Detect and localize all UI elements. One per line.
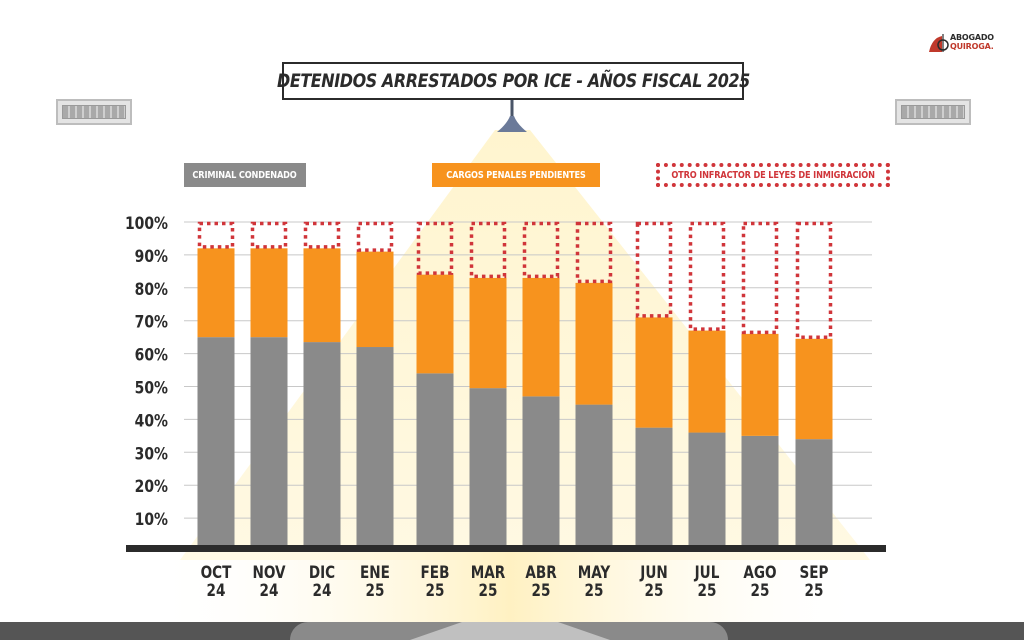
x-tick-label-year: 25 (585, 581, 604, 601)
x-tick-label-month: SEP (799, 563, 828, 583)
bar-criminal-condenado (575, 404, 613, 551)
x-tick-label-year: 25 (645, 581, 664, 601)
floor-glow (150, 550, 870, 622)
legend-otro-infractor: OTRO INFRACTOR DE LEYES DE INMIGRACIÓN (656, 163, 890, 187)
y-tick-label: 30% (135, 444, 169, 464)
chart-title-box: DETENIDOS ARRESTADOS POR ICE - AÑOS FISC… (277, 62, 750, 100)
logo-emblem-icon (929, 34, 949, 52)
x-tick-label-month: NOV (252, 563, 285, 583)
bar-cargos-pendientes (575, 282, 613, 405)
bar-criminal-condenado (635, 427, 673, 551)
x-tick-label-month: JUN (639, 563, 667, 583)
logo-text-line1: ABOGADO (950, 33, 994, 42)
y-tick-label: 10% (135, 510, 169, 530)
bar-otro-infractor (795, 221, 833, 340)
x-tick-label-month: FEB (421, 563, 450, 583)
bar-otro-infractor (197, 221, 235, 249)
bar-criminal-condenado (250, 337, 288, 551)
bar-criminal-condenado (416, 373, 454, 551)
bar-cargos-pendientes (522, 277, 560, 397)
wall-vent-right-icon (895, 99, 971, 125)
legend-label: OTRO INFRACTOR DE LEYES DE INMIGRACIÓN (671, 169, 875, 181)
legend-label: CRIMINAL CONDENADO (192, 169, 298, 181)
x-tick-label-year: 24 (207, 581, 226, 601)
floor-spotlight-cone (410, 622, 610, 640)
bar-cargos-pendientes (795, 338, 833, 440)
bar-cargos-pendientes (356, 251, 394, 348)
bar-otro-infractor (575, 221, 613, 284)
bar-otro-infractor (356, 221, 394, 252)
bar-cargos-pendientes (416, 274, 454, 374)
lamp-shade-icon (497, 116, 527, 132)
bar-cargos-pendientes (197, 248, 235, 338)
bar-criminal-condenado (469, 388, 507, 551)
x-tick-label-year: 24 (313, 581, 332, 601)
bar-criminal-condenado (303, 342, 341, 551)
x-axis-baseline (126, 545, 886, 552)
bar-cargos-pendientes (635, 317, 673, 428)
bar-otro-infractor (741, 221, 779, 335)
legend-label: CARGOS PENALES PENDIENTES (446, 169, 586, 181)
x-tick-label-year: 25 (751, 581, 770, 601)
x-tick-label-year: 25 (366, 581, 385, 601)
legend-criminal-condenado: CRIMINAL CONDENADO (184, 163, 306, 187)
x-tick-label-month: ABR (525, 563, 556, 583)
x-tick-label-month: MAR (471, 563, 506, 583)
y-tick-label: 70% (135, 312, 169, 332)
bar-otro-infractor (303, 221, 341, 249)
x-tick-label-month: OCT (201, 563, 232, 583)
x-tick-label-year: 25 (426, 581, 445, 601)
bar-cargos-pendientes (303, 248, 341, 343)
brand-logo: ABOGADO QUIROGA. (928, 32, 1018, 54)
x-tick-label-year: 25 (479, 581, 498, 601)
x-tick-label-year: 24 (260, 581, 279, 601)
bar-cargos-pendientes (688, 330, 726, 433)
bar-criminal-condenado (197, 337, 235, 551)
y-tick-label: 40% (135, 411, 169, 431)
x-tick-label-year: 25 (805, 581, 824, 601)
wall-vent-left-icon (56, 99, 132, 125)
bar-cargos-pendientes (469, 277, 507, 389)
x-tick-label-month: AGO (743, 563, 776, 583)
x-tick-label-year: 25 (698, 581, 717, 601)
x-tick-label-month: MAY (578, 563, 611, 583)
x-tick-label-month: ENE (360, 563, 390, 583)
bar-otro-infractor (250, 221, 288, 249)
legend-cargos-pendientes: CARGOS PENALES PENDIENTES (432, 163, 600, 187)
y-tick-label: 100% (125, 214, 168, 234)
bar-cargos-pendientes (741, 333, 779, 436)
x-tick-label-month: JUL (694, 563, 720, 583)
bar-criminal-condenado (356, 347, 394, 551)
x-tick-label-month: DIC (309, 563, 335, 583)
x-tick-label-year: 25 (532, 581, 551, 601)
bar-criminal-condenado (522, 396, 560, 551)
y-tick-label: 20% (135, 477, 169, 497)
bar-otro-infractor (469, 221, 507, 279)
y-tick-label: 90% (135, 247, 169, 267)
bar-otro-infractor (416, 221, 454, 275)
bar-criminal-condenado (795, 439, 833, 551)
y-tick-label: 50% (135, 378, 169, 398)
y-tick-label: 60% (135, 345, 169, 365)
bar-criminal-condenado (741, 435, 779, 551)
bar-otro-infractor (522, 221, 560, 279)
bar-cargos-pendientes (250, 248, 288, 338)
bar-otro-infractor (635, 221, 673, 318)
bar-otro-infractor (688, 221, 726, 331)
logo-text-line2: QUIROGA. (950, 42, 994, 51)
bar-criminal-condenado (688, 432, 726, 551)
chart-title: DETENIDOS ARRESTADOS POR ICE - AÑOS FISC… (276, 70, 750, 92)
y-tick-label: 80% (135, 279, 169, 299)
